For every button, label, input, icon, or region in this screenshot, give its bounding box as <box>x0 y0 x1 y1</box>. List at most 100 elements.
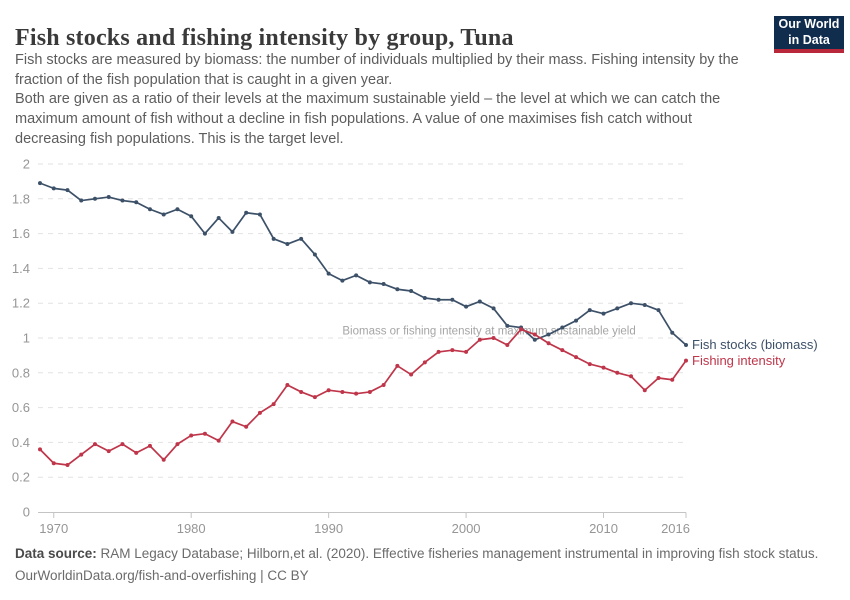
data-point <box>684 342 688 347</box>
data-point <box>244 424 249 429</box>
data-point <box>354 273 359 278</box>
data-point <box>477 337 482 342</box>
data-point <box>271 402 276 407</box>
data-point <box>216 438 221 443</box>
data-point <box>629 374 634 379</box>
data-point <box>574 318 579 323</box>
data-point <box>51 461 56 466</box>
y-tick-label: 0.6 <box>12 400 30 415</box>
chart-subtitle: Fish stocks are measured by biomass: the… <box>15 51 759 150</box>
data-point <box>299 389 304 394</box>
data-source-label: Data source: <box>15 546 97 561</box>
y-tick-label: 0.8 <box>12 365 30 380</box>
data-point <box>134 450 139 455</box>
x-tick-label: 1970 <box>39 521 68 536</box>
data-point <box>202 231 207 236</box>
subtitle-paragraph-2: Both are given as a ratio of their level… <box>15 91 721 147</box>
data-point <box>491 336 496 340</box>
subtitle-paragraph-1: Fish stocks are measured by biomass: the… <box>15 52 739 88</box>
data-point <box>436 297 441 302</box>
x-tick-label: 2016 <box>661 521 690 536</box>
data-point <box>574 355 579 360</box>
data-point <box>271 236 276 241</box>
data-point <box>367 389 372 394</box>
data-point <box>38 181 42 186</box>
data-point <box>312 252 317 257</box>
data-point <box>189 433 194 438</box>
data-point <box>587 308 592 313</box>
data-point <box>216 215 221 220</box>
data-point <box>92 442 97 447</box>
data-point <box>656 308 661 313</box>
data-point <box>120 198 125 203</box>
data-point <box>161 212 166 217</box>
data-point <box>147 443 152 448</box>
data-point <box>560 348 565 353</box>
data-point <box>367 280 372 285</box>
data-point <box>587 362 592 367</box>
y-tick-label: 2 <box>23 157 30 172</box>
data-point <box>147 207 152 212</box>
license-line: OurWorldinData.org/fish-and-overfishing … <box>15 567 309 583</box>
data-point <box>464 304 469 309</box>
data-point <box>642 302 647 307</box>
page-title: Fish stocks and fishing intensity by gro… <box>15 25 514 52</box>
data-point <box>505 323 510 328</box>
data-point <box>629 301 634 306</box>
data-point <box>120 442 125 447</box>
legend-fishing-intensity: Fishing intensity <box>692 352 786 368</box>
data-point <box>79 452 84 457</box>
data-point <box>656 376 661 381</box>
data-point <box>189 214 194 219</box>
y-tick-label: 1.2 <box>12 296 30 311</box>
series-line-fishing-intensity <box>39 328 687 466</box>
data-point <box>381 282 386 287</box>
data-point <box>450 348 455 353</box>
data-point <box>560 325 565 330</box>
data-point <box>642 388 647 393</box>
data-point <box>257 212 262 217</box>
data-point <box>684 358 688 363</box>
data-point <box>299 236 304 241</box>
owid-logo: Our World in Data <box>774 16 844 53</box>
legend-fish-stocks: Fish stocks (biomass) <box>692 336 818 352</box>
data-point <box>106 195 111 200</box>
data-point <box>601 365 606 370</box>
x-tick-label: 1980 <box>177 521 206 536</box>
data-point <box>409 372 414 377</box>
data-point <box>326 271 331 276</box>
data-point <box>257 410 262 415</box>
owid-logo-line1: Our World <box>778 16 840 31</box>
data-point <box>395 287 400 292</box>
data-point <box>106 449 111 454</box>
y-tick-label: 1 <box>23 331 30 346</box>
data-point <box>244 210 249 215</box>
data-point <box>340 278 345 283</box>
data-point <box>340 389 345 394</box>
y-tick-label: 1.4 <box>12 261 30 276</box>
chart-footer: Data source: RAM Legacy Database; Hilbor… <box>15 543 835 586</box>
msy-annotation: Biomass or fishing intensity at maximum … <box>342 326 635 338</box>
data-point <box>477 299 482 304</box>
data-point <box>65 463 70 468</box>
y-tick-label: 1.6 <box>12 226 30 241</box>
series-line-fish-stocks <box>39 182 687 346</box>
data-point <box>546 332 551 337</box>
data-point <box>92 196 97 201</box>
data-point <box>326 388 331 393</box>
data-point <box>381 382 386 387</box>
data-point <box>422 295 427 300</box>
data-source-line: Data source: RAM Legacy Database; Hilbor… <box>15 543 835 565</box>
data-point <box>519 327 524 332</box>
data-point <box>38 447 42 452</box>
data-point <box>546 341 551 346</box>
data-point <box>134 200 139 205</box>
x-tick-label: 1990 <box>314 521 343 536</box>
data-point <box>615 306 620 311</box>
owid-logo-line2: in Data <box>788 32 830 47</box>
data-point <box>285 382 290 387</box>
data-point <box>450 297 455 302</box>
data-point <box>395 363 400 368</box>
